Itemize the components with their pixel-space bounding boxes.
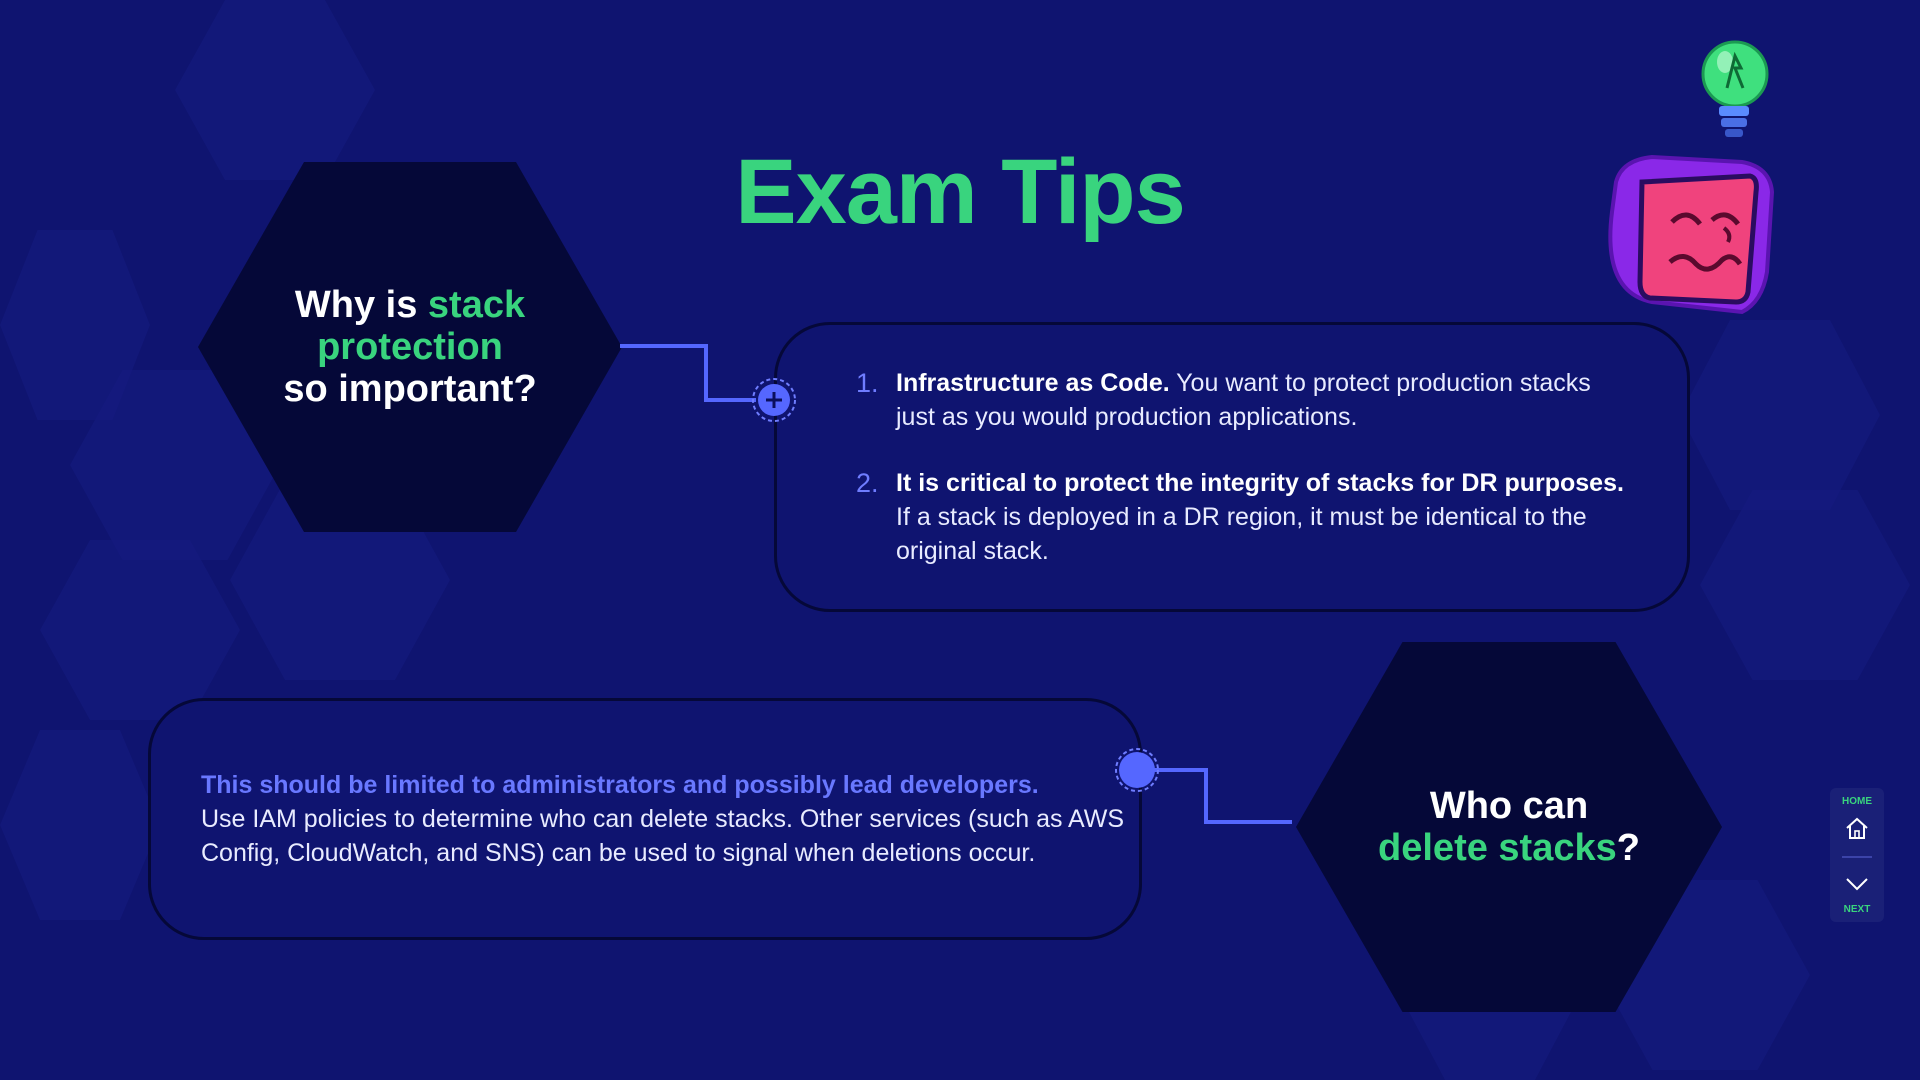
nav-divider	[1842, 856, 1872, 858]
question-text: Why is	[294, 284, 428, 326]
background-hexagon	[1700, 490, 1910, 680]
connector-dot-icon	[1115, 748, 1159, 792]
list-item-number: 1.	[856, 368, 879, 398]
list-item-number: 2.	[856, 468, 879, 498]
answer-card-stack-protection	[774, 322, 1690, 612]
navigation-panel: HOME NEXT	[1830, 788, 1884, 922]
answer-list: 1. Infrastructure as Code. You want to p…	[856, 366, 1626, 568]
home-label[interactable]: HOME	[1842, 796, 1872, 807]
list-item-text: If a stack is deployed in a DR region, i…	[896, 503, 1587, 565]
background-hexagon	[0, 730, 160, 920]
expand-icon	[752, 378, 796, 422]
question-highlight: stack	[427, 284, 526, 326]
question-highlight: delete stacks	[1378, 827, 1617, 869]
answer-lead: This should be limited to administrators…	[201, 771, 1039, 799]
answer-text: Use IAM policies to determine who can de…	[201, 805, 1125, 867]
lightbulb-icon	[1701, 40, 1769, 137]
answer-delete-stacks: This should be limited to administrators…	[201, 768, 1131, 870]
question-highlight: protection	[317, 326, 503, 368]
question-text: ?	[1616, 827, 1640, 869]
list-item: 1. Infrastructure as Code. You want to p…	[856, 366, 1626, 434]
question-stack-protection: Why is stack protection so important?	[283, 284, 536, 410]
list-item-lead: It is critical to protect the integrity …	[896, 469, 1624, 497]
question-text: Who can	[1429, 785, 1589, 827]
list-item-lead: Infrastructure as Code.	[896, 369, 1170, 397]
confused-monitor-icon	[1608, 154, 1775, 315]
list-item-text: You want to protect production stacks ju…	[896, 369, 1591, 431]
connector-line-bottom	[1152, 768, 1292, 824]
background-hexagon	[1680, 320, 1880, 510]
question-text: so important?	[283, 368, 537, 410]
home-icon[interactable]	[1843, 814, 1871, 842]
question-delete-stacks: Who can delete stacks?	[1378, 785, 1640, 869]
list-item: 2. It is critical to protect the integri…	[856, 466, 1626, 568]
connector-line-top	[620, 344, 756, 402]
next-label[interactable]: NEXT	[1843, 904, 1871, 915]
question-hexagon-delete-stacks: Who can delete stacks?	[1296, 642, 1722, 1012]
answer-card-delete-stacks	[148, 698, 1142, 940]
chevron-down-icon[interactable]	[1843, 870, 1871, 898]
slide-title: Exam Tips	[735, 141, 1186, 243]
